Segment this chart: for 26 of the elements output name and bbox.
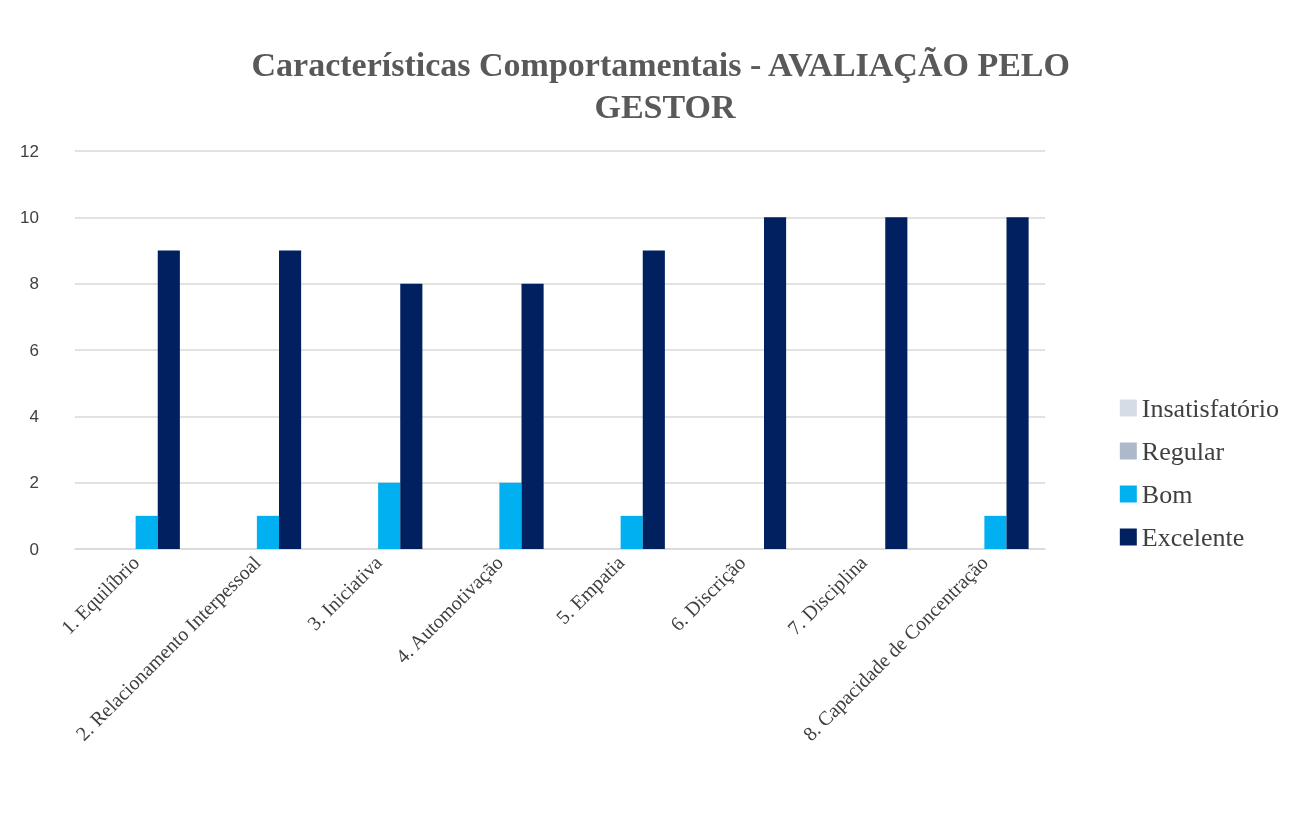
legend-label: Insatisfatório [1141,393,1279,423]
bar [642,250,665,549]
y-tick-label: 4 [29,406,39,426]
bar [984,515,1007,549]
y-tick-label: 6 [29,340,39,360]
bar [521,283,544,549]
y-tick-label: 12 [20,141,39,161]
legend-label: Bom [1141,479,1193,509]
bar [135,515,158,549]
bar [256,515,279,549]
bar [378,482,401,549]
y-tick-label: 2 [29,473,39,493]
y-tick-label: 8 [29,274,39,294]
chart-title: Características Comportamentais - AVALIAÇÃO PELO GESTOR [251,45,1079,125]
bar [764,217,787,549]
bar [157,250,180,549]
bar [885,217,908,549]
legend-label: Excelente [1141,522,1245,552]
bar [499,482,522,549]
bar [620,515,643,549]
bar [400,283,423,549]
bar [279,250,302,549]
y-tick-label: 0 [29,539,39,559]
legend-label: Regular [1141,436,1225,466]
y-tick-label: 10 [20,207,39,227]
bar [1006,217,1029,549]
